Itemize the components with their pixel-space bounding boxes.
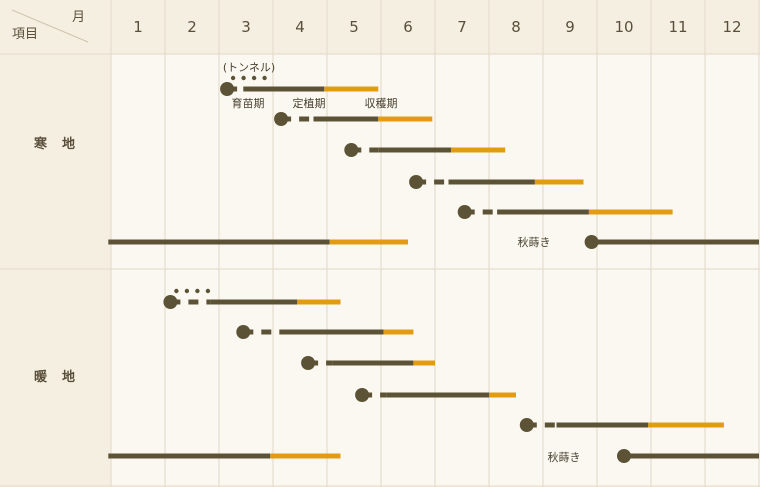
header-band <box>0 0 760 54</box>
autumn-sowing-label-warm: 秋蒔き <box>548 450 581 464</box>
sowing-marker <box>274 112 289 126</box>
month-label-2: 2 <box>187 18 197 36</box>
sowing-marker <box>617 449 631 463</box>
sowing-marker <box>409 175 424 189</box>
month-label-11: 11 <box>668 18 687 36</box>
month-label-12: 12 <box>722 18 741 36</box>
sowing-marker <box>163 295 178 309</box>
sowing-marker <box>236 325 251 339</box>
sowing-marker <box>344 143 359 157</box>
tunnel-dot <box>251 75 257 81</box>
item-label: 項目 <box>12 27 38 42</box>
month-label: 月 <box>72 10 85 25</box>
tunnel-dot <box>262 75 267 81</box>
month-label-5: 5 <box>349 18 359 36</box>
sowing-marker <box>355 388 370 402</box>
nursery-label: 育苗期 <box>232 96 265 110</box>
harvest-label: 収穫期 <box>365 97 398 110</box>
month-label-6: 6 <box>403 18 413 36</box>
month-label-9: 9 <box>565 18 575 36</box>
item-column <box>0 54 111 487</box>
month-label-10: 10 <box>614 18 633 36</box>
tunnel-dot <box>174 288 179 294</box>
month-header: 1 2 3 4 5 6 7 8 9 10 11 12 <box>133 18 741 36</box>
annotation-labels: (トンネル) 育苗期 定植期 収穫期 秋蒔き 秋蒔き <box>223 61 581 464</box>
month-label-4: 4 <box>295 18 305 36</box>
autumn-sowing-label-cold: 秋蒔き <box>518 235 551 249</box>
tunnel-dot <box>205 288 211 294</box>
tunnel-dot <box>241 75 246 81</box>
planting-label: 定植期 <box>293 96 326 110</box>
month-label-3: 3 <box>241 18 251 36</box>
region-label-warm: 暖 地 <box>34 369 76 385</box>
sowing-marker <box>584 235 599 249</box>
region-label-cold: 寒 地 <box>33 136 76 152</box>
tunnel-label: (トンネル) <box>223 61 275 74</box>
sowing-marker <box>220 82 235 96</box>
corner-diagonal <box>11 9 89 43</box>
month-label-1: 1 <box>133 18 143 36</box>
sowing-marker <box>301 356 316 370</box>
month-label-7: 7 <box>457 18 467 36</box>
sowing-marker <box>519 418 534 432</box>
tunnel-dot <box>195 288 200 294</box>
schedule-bars <box>108 75 759 463</box>
tunnel-dot <box>230 75 236 81</box>
tunnel-dot <box>184 288 190 294</box>
month-label-8: 8 <box>511 18 521 36</box>
sowing-marker <box>457 205 472 219</box>
